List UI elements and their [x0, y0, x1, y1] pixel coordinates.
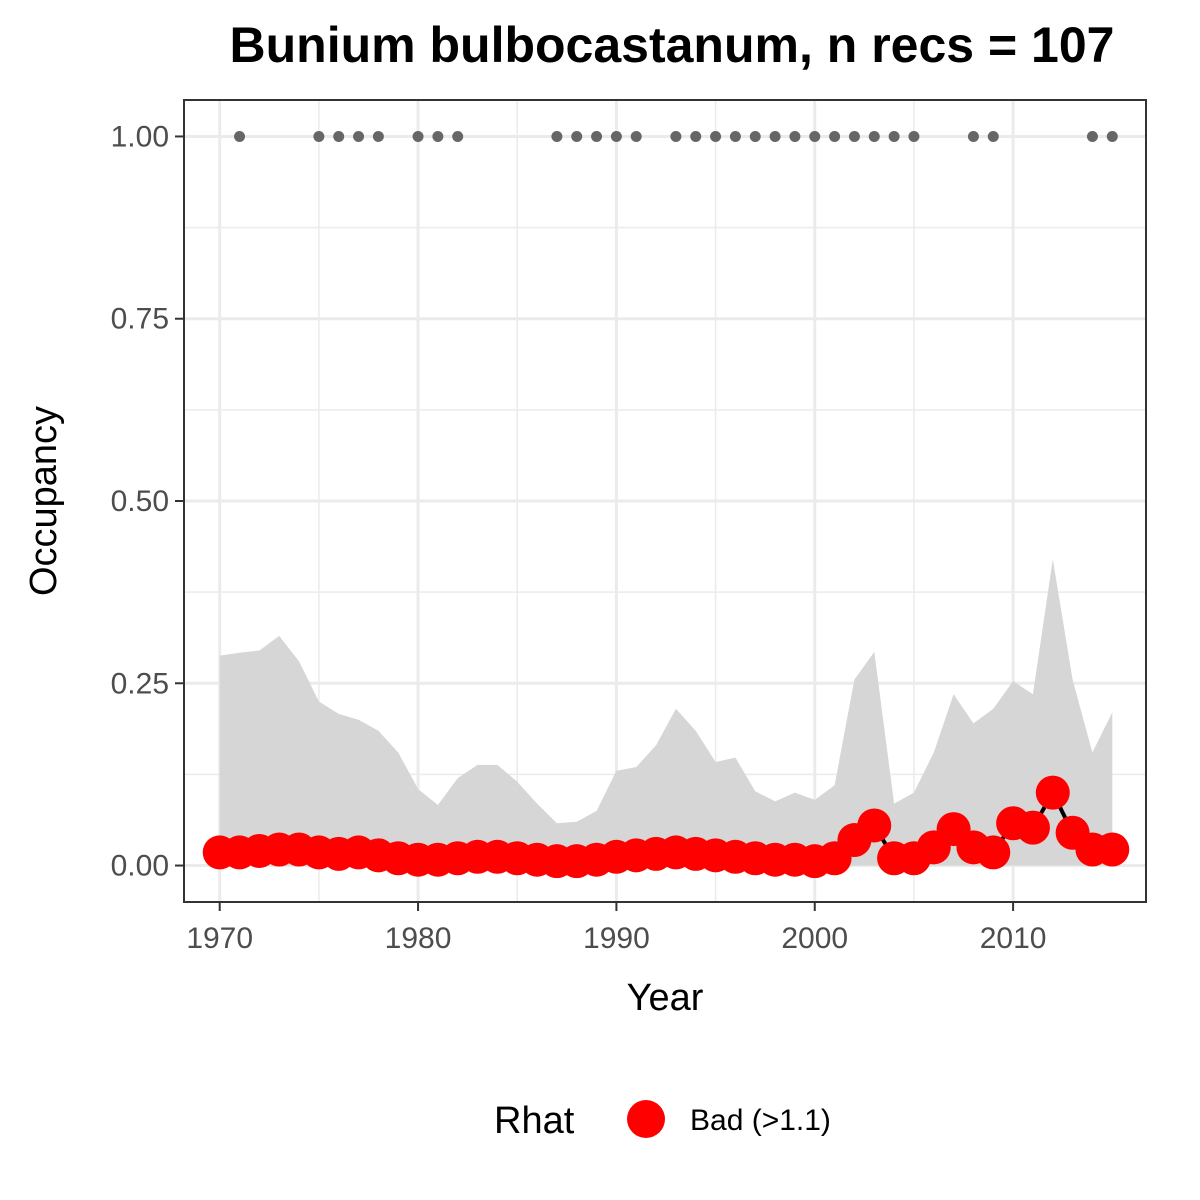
record-point [353, 130, 365, 142]
occupancy-point [1035, 775, 1070, 810]
record-point [690, 130, 702, 142]
legend-label-bad: Bad (>1.1) [690, 1104, 831, 1137]
record-point [868, 130, 880, 142]
legend-title: Rhat [494, 1100, 575, 1142]
x-tick-label: 1970 [186, 922, 253, 955]
record-point [908, 130, 920, 142]
record-point [769, 130, 781, 142]
legend: Rhat Bad (>1.1) [494, 1100, 831, 1142]
confidence-ribbon [219, 559, 1113, 866]
y-tick-label: 0.75 [111, 303, 169, 336]
record-point [610, 130, 622, 142]
record-point [630, 130, 642, 142]
record-point [1106, 130, 1118, 142]
y-axis: 0.00 0.25 0.50 0.75 1.00 [111, 120, 184, 883]
chart-title: Bunium bulbocastanum, n recs = 107 [230, 17, 1115, 73]
record-point [412, 130, 424, 142]
record-point [749, 130, 761, 142]
record-point [591, 130, 603, 142]
y-tick-label: 0.25 [111, 667, 169, 700]
record-point [333, 130, 345, 142]
record-point [372, 130, 384, 142]
y-tick-label: 1.00 [111, 120, 169, 153]
occupancy-point [1015, 810, 1050, 845]
occupancy-point [857, 808, 892, 843]
record-point [1086, 130, 1098, 142]
record-point [729, 130, 741, 142]
record-point [234, 130, 246, 142]
record-point [551, 130, 563, 142]
x-tick-label: 1990 [583, 922, 650, 955]
record-point [571, 130, 583, 142]
record-point [829, 130, 841, 142]
x-tick-label: 2010 [980, 922, 1047, 955]
legend-key-bad [627, 1100, 665, 1138]
record-point [432, 130, 444, 142]
x-tick-label: 1980 [385, 922, 452, 955]
record-point [789, 130, 801, 142]
y-tick-label: 0.00 [111, 850, 169, 883]
record-years-points [234, 130, 1118, 142]
record-point [452, 130, 464, 142]
x-axis: 1970 1980 1990 2000 2010 [186, 902, 1046, 955]
y-tick-label: 0.50 [111, 485, 169, 518]
record-point [987, 130, 999, 142]
record-point [967, 130, 979, 142]
record-point [710, 130, 722, 142]
record-point [313, 130, 325, 142]
occupancy-point [976, 835, 1011, 870]
y-axis-title: Occupancy [23, 406, 65, 596]
record-point [848, 130, 860, 142]
record-point [670, 130, 682, 142]
occupancy-points [202, 775, 1130, 879]
x-tick-label: 2000 [781, 922, 848, 955]
x-axis-title: Year [627, 977, 704, 1019]
record-point [888, 130, 900, 142]
record-point [809, 130, 821, 142]
occupancy-point [1095, 832, 1130, 867]
